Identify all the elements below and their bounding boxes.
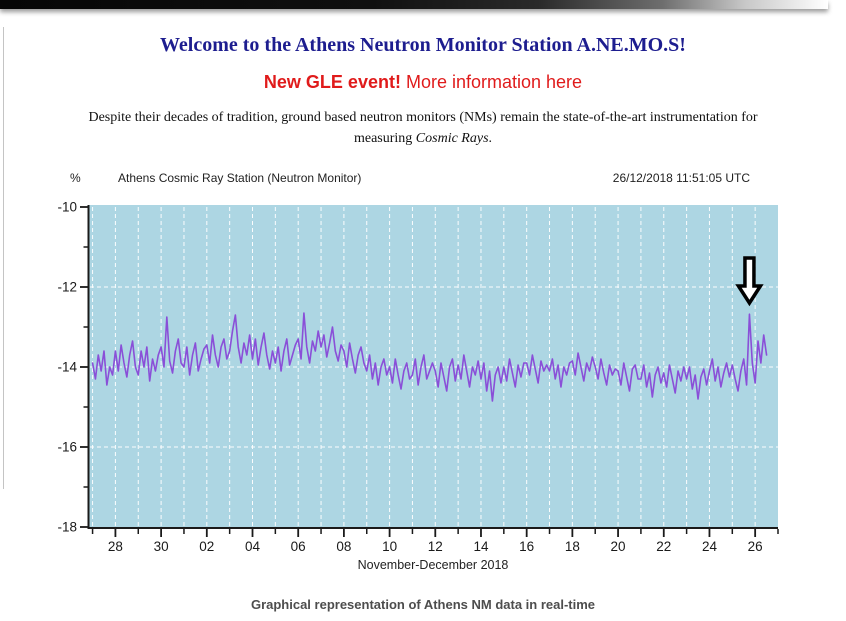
- y-tick-label: -10: [57, 200, 77, 215]
- x-tick-label: 24: [702, 539, 718, 554]
- cosmic-rays-italic: Cosmic Rays: [415, 131, 489, 146]
- x-tick-label: 18: [565, 539, 580, 554]
- y-tick-label: -14: [57, 360, 77, 375]
- intro-line2-prefix: measuring: [353, 131, 416, 146]
- y-tick-label: -18: [57, 520, 77, 535]
- intro-text: Despite their decades of tradition, grou…: [8, 107, 838, 149]
- chart-caption: Graphical representation of Athens NM da…: [250, 597, 596, 612]
- chart-header: % Athens Cosmic Ray Station (Neutron Mon…: [0, 171, 846, 187]
- x-tick-label: 04: [245, 539, 261, 554]
- intro-line2: measuring Cosmic Rays.: [8, 128, 838, 149]
- x-tick-label: 16: [519, 539, 534, 554]
- x-tick-label: 22: [656, 539, 671, 554]
- gle-more-info-link[interactable]: More information here: [405, 72, 583, 92]
- cosmic-ray-chart: -10 -12 -14 -16 -18 28 30 02 04 06 08 10 12 14 16 18 20 2…: [57, 200, 779, 572]
- y-tick-label: -16: [57, 440, 77, 455]
- x-tick-label: 26: [748, 539, 763, 554]
- gle-event-arrow: [735, 256, 764, 307]
- x-tick-label: 20: [611, 539, 626, 554]
- x-tick-label: 08: [336, 539, 351, 554]
- page-title: Welcome to the Athens Neutron Monitor St…: [160, 34, 686, 56]
- top-shadow-decoration: [0, 0, 828, 9]
- station-label: Athens Cosmic Ray Station (Neutron Monit…: [118, 171, 362, 185]
- gle-banner: New GLE event! More information here: [0, 72, 846, 93]
- chart-timestamp: 26/12/2018 11:51:05 UTC: [612, 171, 750, 185]
- x-tick-label: 30: [154, 539, 169, 554]
- x-tick-label: 14: [473, 539, 489, 554]
- y-axis-unit-label: %: [70, 171, 81, 185]
- x-tick-label: 06: [291, 539, 306, 554]
- data-line: [91, 312, 768, 402]
- x-tick-label: 10: [382, 539, 397, 554]
- left-border-decoration: [3, 27, 4, 489]
- intro-line1: Despite their decades of tradition, grou…: [88, 110, 758, 125]
- x-tick-label: 12: [428, 539, 443, 554]
- y-tick-label: -12: [57, 280, 77, 295]
- x-axis-title: November-December 2018: [358, 558, 509, 572]
- gle-headline: New GLE event!: [263, 72, 401, 92]
- x-tick-label: 02: [199, 539, 214, 554]
- x-tick-label: 28: [108, 539, 123, 554]
- intro-line2-suffix: .: [488, 131, 493, 146]
